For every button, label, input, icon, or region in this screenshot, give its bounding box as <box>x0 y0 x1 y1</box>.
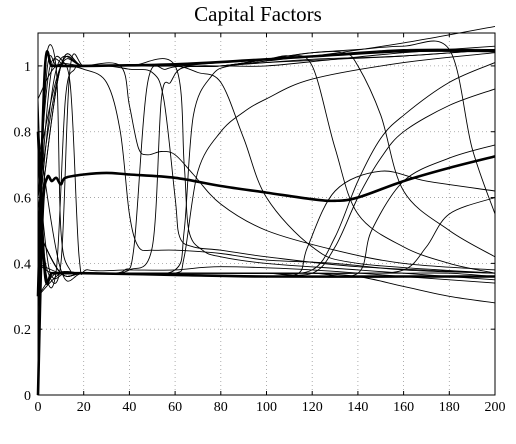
x-tick-label: 120 <box>302 400 323 415</box>
series-line-15 <box>37 55 496 274</box>
x-tick-label: 60 <box>168 400 182 415</box>
y-tick-label: 0.4 <box>14 257 32 272</box>
series-line-4 <box>37 44 496 330</box>
series-line-18 <box>37 170 496 276</box>
x-tick-label: 200 <box>485 400 506 415</box>
series-line-17 <box>37 55 496 274</box>
bold-series-line-1 <box>36 155 496 396</box>
grid-layer <box>38 33 495 395</box>
y-tick-label: 0.6 <box>14 192 32 207</box>
x-tick-label: 0 <box>35 400 42 415</box>
x-tick-label: 180 <box>439 400 460 415</box>
bold-series-line-2 <box>36 49 496 297</box>
tick-layer: 0 20 40 60 80 100 120 140 160 180 200 0 0.2 0.4 0.6 0.8… <box>14 33 506 415</box>
series-line-9 <box>37 49 496 280</box>
series-line-11 <box>37 45 496 275</box>
series-line-16 <box>37 52 496 282</box>
y-tick-label: 0.2 <box>14 323 32 338</box>
x-tick-label: 20 <box>77 400 91 415</box>
bold-series-line-3 <box>36 131 495 285</box>
series-layer <box>36 25 496 396</box>
y-tick-label: 0 <box>24 389 31 404</box>
chart-title: Capital Factors <box>194 2 322 26</box>
y-tick-label: 1 <box>24 60 31 75</box>
y-tick-label: 0.8 <box>14 126 32 141</box>
x-tick-label: 40 <box>122 400 136 415</box>
x-tick-label: 100 <box>256 400 277 415</box>
series-line-7 <box>37 48 496 284</box>
series-line-10 <box>37 55 496 274</box>
x-tick-label: 140 <box>347 400 368 415</box>
x-tick-label: 80 <box>214 400 228 415</box>
x-tick-label: 160 <box>393 400 414 415</box>
